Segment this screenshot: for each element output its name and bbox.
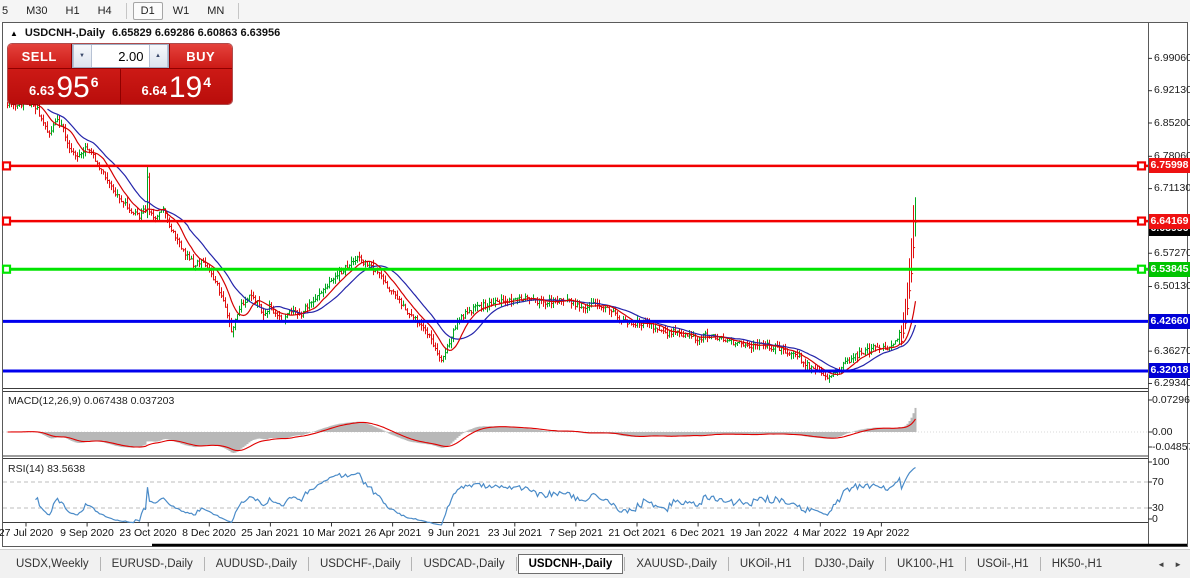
date-label: 27 Jul 2020 [0,527,54,539]
chart-tab-xauusd[interactable]: XAUUSD-,Daily [636,558,717,570]
buy-price-prefix: 6.64 [141,83,167,98]
toolbar-separator [125,3,127,19]
rsi-indicator-label: RSI(14) 83.5638 [8,463,86,475]
hline-price-badge: 6.75998 [1149,158,1190,173]
date-label: 21 Oct 2021 [608,527,666,539]
sell-price-display[interactable]: 6.63 95 6 [8,69,121,104]
tab-separator [624,557,626,571]
one-click-trading-panel: SELL ▼ 2.00 ▲ BUY 6.63 95 6 6.64 19 4 [8,44,232,104]
tab-separator [1039,557,1041,571]
date-label: 7 Sep 2021 [549,527,603,539]
chart-tab-usoil[interactable]: USOil-,H1 [976,558,1029,570]
macd-axis-tick: -0.04857 [1152,440,1190,453]
timeframe-button-m30[interactable]: M30 [26,5,48,17]
volume-input[interactable]: 2.00 [91,45,149,67]
timeframe-button-w1[interactable]: W1 [172,5,190,17]
hline-price-badge: 6.42660 [1149,314,1190,329]
chart-tab-ukoil[interactable]: UKOil-,H1 [739,558,792,570]
volume-increase-button[interactable]: ▲ [148,45,168,67]
trade-prices-row: 6.63 95 6 6.64 19 4 [8,69,232,104]
rsi-axis-tick: 100 [1152,455,1170,468]
tab-scroll-right-icon[interactable]: ► [1174,559,1182,569]
sell-button[interactable]: SELL [8,44,72,68]
chart-ohlc-values: 6.65829 6.69286 6.60863 6.63956 [112,27,281,39]
buy-price-pip: 4 [203,74,211,90]
trade-buttons-row: SELL ▼ 2.00 ▲ BUY [8,44,232,69]
price-axis-tick: 6.57270 [1154,247,1190,259]
price-axis-tick: 6.78060 [1154,150,1190,162]
date-label: 9 Sep 2020 [60,527,114,539]
date-label: 19 Apr 2022 [852,527,910,539]
tab-separator [964,557,966,571]
rsi-axis-tick: 30 [1152,501,1164,514]
price-axis-tick: 6.50130 [1154,280,1190,292]
tab-separator [515,557,517,571]
chart-tab-eurusd[interactable]: EURUSD-,Daily [111,558,193,570]
chart-tab-hk50[interactable]: HK50-,H1 [1051,558,1103,570]
rsi-axis-tick: 70 [1152,475,1164,488]
date-label: 10 Mar 2021 [302,527,362,539]
timeframe-button-5[interactable]: 5 [2,5,9,17]
timeframe-button-mn[interactable]: MN [207,5,225,17]
timeframe-button-h1[interactable]: H1 [65,5,80,17]
chart-symbol-title: USDCNH-,Daily [24,27,105,39]
timeframe-toolbar: 5 M30 H1 H4 D1 W1 MN [0,0,1190,22]
tab-separator [802,557,804,571]
macd-indicator-label: MACD(12,26,9) 0.067438 0.037203 [8,395,175,407]
date-label: 23 Jul 2021 [487,527,543,539]
date-label: 25 Jan 2021 [241,527,299,539]
price-axis-tick: 6.85200 [1154,117,1190,129]
chart-tab-usdx[interactable]: USDX,Weekly [16,558,89,570]
tab-separator [411,557,413,571]
chart-tab-usdcnh[interactable]: USDCNH-,Daily [517,554,624,574]
chart-tab-uk100[interactable]: UK100-,H1 [897,558,954,570]
hline-price-badge: 6.64169 [1149,214,1190,229]
date-label: 4 Mar 2022 [793,527,847,539]
hline-price-badge: 6.32018 [1149,363,1190,378]
tab-scroll-arrows: ◄ ► [1157,560,1182,569]
date-label: 26 Apr 2021 [364,527,422,539]
volume-spinner: ▼ 2.00 ▲ [71,44,169,68]
timeframe-button-h4[interactable]: H4 [97,5,112,17]
buy-price-main: 19 [168,71,203,104]
date-label: 9 Jun 2021 [428,527,480,539]
chart-tab-audusd[interactable]: AUDUSD-,Daily [215,558,297,570]
tab-scroll-left-icon[interactable]: ◄ [1157,559,1166,569]
buy-price-display[interactable]: 6.64 19 4 [121,69,233,104]
collapse-triangle-icon[interactable]: ▲ [10,28,18,38]
tab-separator [727,557,729,571]
volume-decrease-button[interactable]: ▼ [72,45,92,67]
macd-axis-tick: 0.00 [1152,425,1173,438]
price-axis-tick: 6.99060 [1154,52,1190,64]
date-label: 8 Dec 2020 [182,527,236,539]
price-axis-tick: 6.36270 [1154,345,1190,357]
timeframe-button-d1[interactable]: D1 [132,2,163,20]
tab-separator [885,557,887,571]
macd-axis-tick: 0.072963 [1152,393,1190,406]
tab-separator [307,557,309,571]
date-label: 6 Dec 2021 [671,527,725,539]
chart-tab-usdchf[interactable]: USDCHF-,Daily [319,558,401,570]
chart-title-bar: ▲ USDCNH-,Daily 6.65829 6.69286 6.60863 … [10,27,280,39]
tab-separator [203,557,205,571]
rsi-axis-tick: 0 [1152,512,1158,525]
price-axis-tick: 6.29340 [1154,377,1190,389]
price-axis-tick: 6.92130 [1154,84,1190,96]
sell-price-pip: 6 [90,74,99,90]
toolbar-separator [238,3,240,19]
sell-price-prefix: 6.63 [29,83,55,98]
date-label: 19 Jan 2022 [730,527,788,539]
hline-price-badge: 6.53845 [1149,262,1190,277]
price-axis-tick: 6.71130 [1154,182,1190,194]
tab-separator [99,557,101,571]
chart-tab-dj30[interactable]: DJ30-,Daily [814,558,875,570]
buy-button[interactable]: BUY [168,44,233,68]
sell-price-main: 95 [56,71,90,104]
date-label: 23 Oct 2020 [119,527,177,539]
chart-tab-usdcad[interactable]: USDCAD-,Daily [423,558,505,570]
chart-tab-bar: USDX,Weekly EURUSD-,Daily AUDUSD-,Daily USD… [0,549,1190,578]
